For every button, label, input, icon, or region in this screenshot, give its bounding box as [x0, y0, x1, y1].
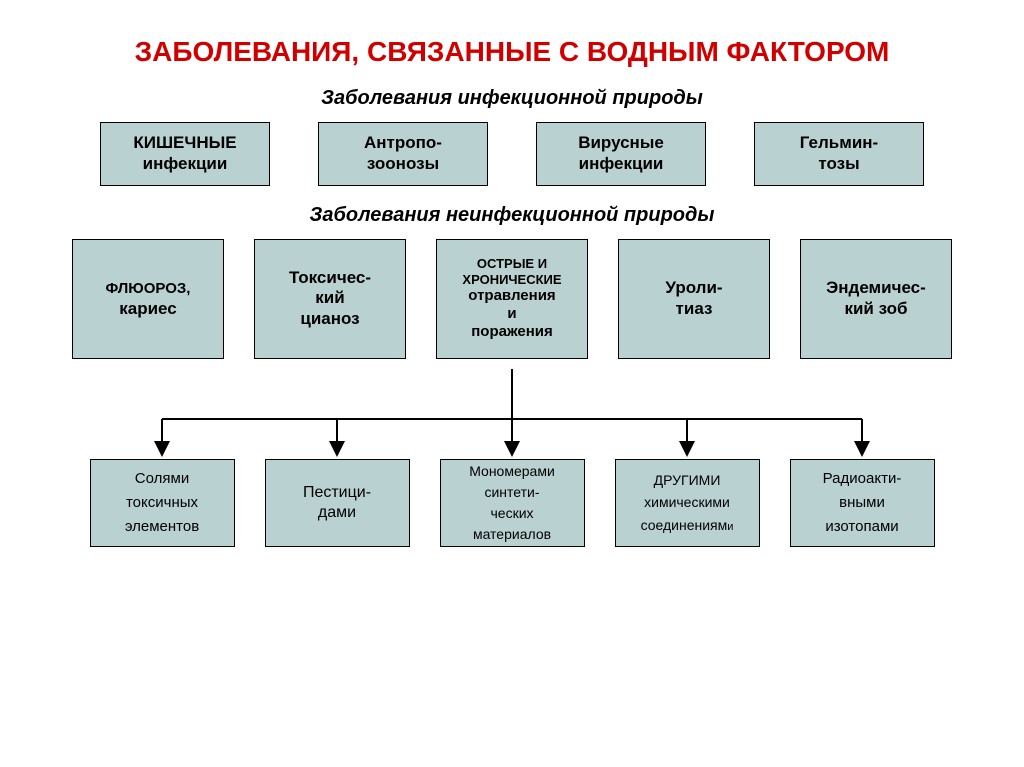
label: химическими — [644, 494, 730, 510]
box-anthropo: Антропо- зоонозы — [318, 122, 488, 186]
box-toxic-salts: Солями токсичных элементов — [90, 459, 235, 547]
label: зоонозы — [367, 154, 439, 173]
label: Радиоакти- — [823, 470, 902, 487]
label: соединениям — [641, 517, 728, 533]
row-infectious: КИШЕЧНЫЕ инфекции Антропо- зоонозы Вирус… — [0, 122, 1024, 186]
label: дами — [318, 504, 356, 521]
label: Солями — [135, 470, 189, 487]
label: инфекции — [143, 154, 228, 173]
label: Эндемичес- — [826, 278, 926, 297]
subtitle-infectious: Заболевания инфекционной природы — [0, 87, 1024, 110]
label: инфекции — [579, 154, 664, 173]
label: Уроли- — [665, 278, 722, 297]
label: кий — [315, 288, 344, 307]
box-radioactive: Радиоакти- вными изотопами — [790, 459, 935, 547]
label: ческих — [490, 505, 533, 521]
box-intestinal: КИШЕЧНЫЕ инфекции — [100, 122, 270, 186]
label: кариес — [119, 299, 176, 318]
row-causes: Солями токсичных элементов Пестици- дами… — [0, 459, 1024, 547]
label: Токсичес- — [289, 268, 371, 287]
label: поражения — [471, 323, 553, 340]
label: Гельмин- — [800, 133, 878, 152]
label: ДРУГИМИ — [654, 472, 721, 488]
label: элементов — [125, 518, 199, 535]
box-monomers: Мономерами синтети- ческих материалов — [440, 459, 585, 547]
label: Мономерами — [469, 463, 555, 479]
box-viral: Вирусные инфекции — [536, 122, 706, 186]
label: цианоз — [300, 309, 359, 328]
row-noninfectious: ФЛЮОРОЗ, кариес Токсичес- кий цианоз ОСТ… — [0, 239, 1024, 359]
label: кий зоб — [844, 299, 907, 318]
connector-area — [62, 369, 962, 459]
subtitle-noninfectious: Заболевания неинфекционной природы — [0, 204, 1024, 227]
connector-svg — [62, 369, 962, 459]
label: ОСТРЫЕ И — [462, 256, 561, 272]
box-fluorosis: ФЛЮОРОЗ, кариес — [72, 239, 224, 359]
label: токсичных — [126, 494, 198, 511]
label: и — [727, 521, 733, 533]
box-goiter: Эндемичес- кий зоб — [800, 239, 952, 359]
box-helminth: Гельмин- тозы — [754, 122, 924, 186]
box-urolithiasis: Уроли- тиаз — [618, 239, 770, 359]
label: тозы — [818, 154, 859, 173]
box-cyanosis: Токсичес- кий цианоз — [254, 239, 406, 359]
box-other-chem: ДРУГИМИ химическими соединениями — [615, 459, 760, 547]
label: КИШЕЧНЫЕ — [133, 133, 236, 152]
label: синтети- — [484, 484, 539, 500]
label: отравления — [468, 287, 555, 304]
label: изотопами — [825, 518, 898, 535]
box-pesticides: Пестици- дами — [265, 459, 410, 547]
label: тиаз — [676, 299, 713, 318]
main-title: ЗАБОЛЕВАНИЯ, СВЯЗАННЫЕ С ВОДНЫМ ФАКТОРОМ — [0, 0, 1024, 69]
label: ФЛЮОРОЗ, — [106, 280, 191, 297]
label: материалов — [473, 526, 551, 542]
label: Антропо- — [364, 133, 442, 152]
label: вными — [839, 494, 885, 511]
box-poisoning: ОСТРЫЕ И ХРОНИЧЕСКИЕ отравления и пораже… — [436, 239, 588, 359]
label: ХРОНИЧЕСКИЕ — [462, 272, 561, 288]
label: Вирусные — [578, 133, 664, 152]
label: и — [507, 305, 516, 322]
label: Пестици- — [303, 484, 371, 501]
